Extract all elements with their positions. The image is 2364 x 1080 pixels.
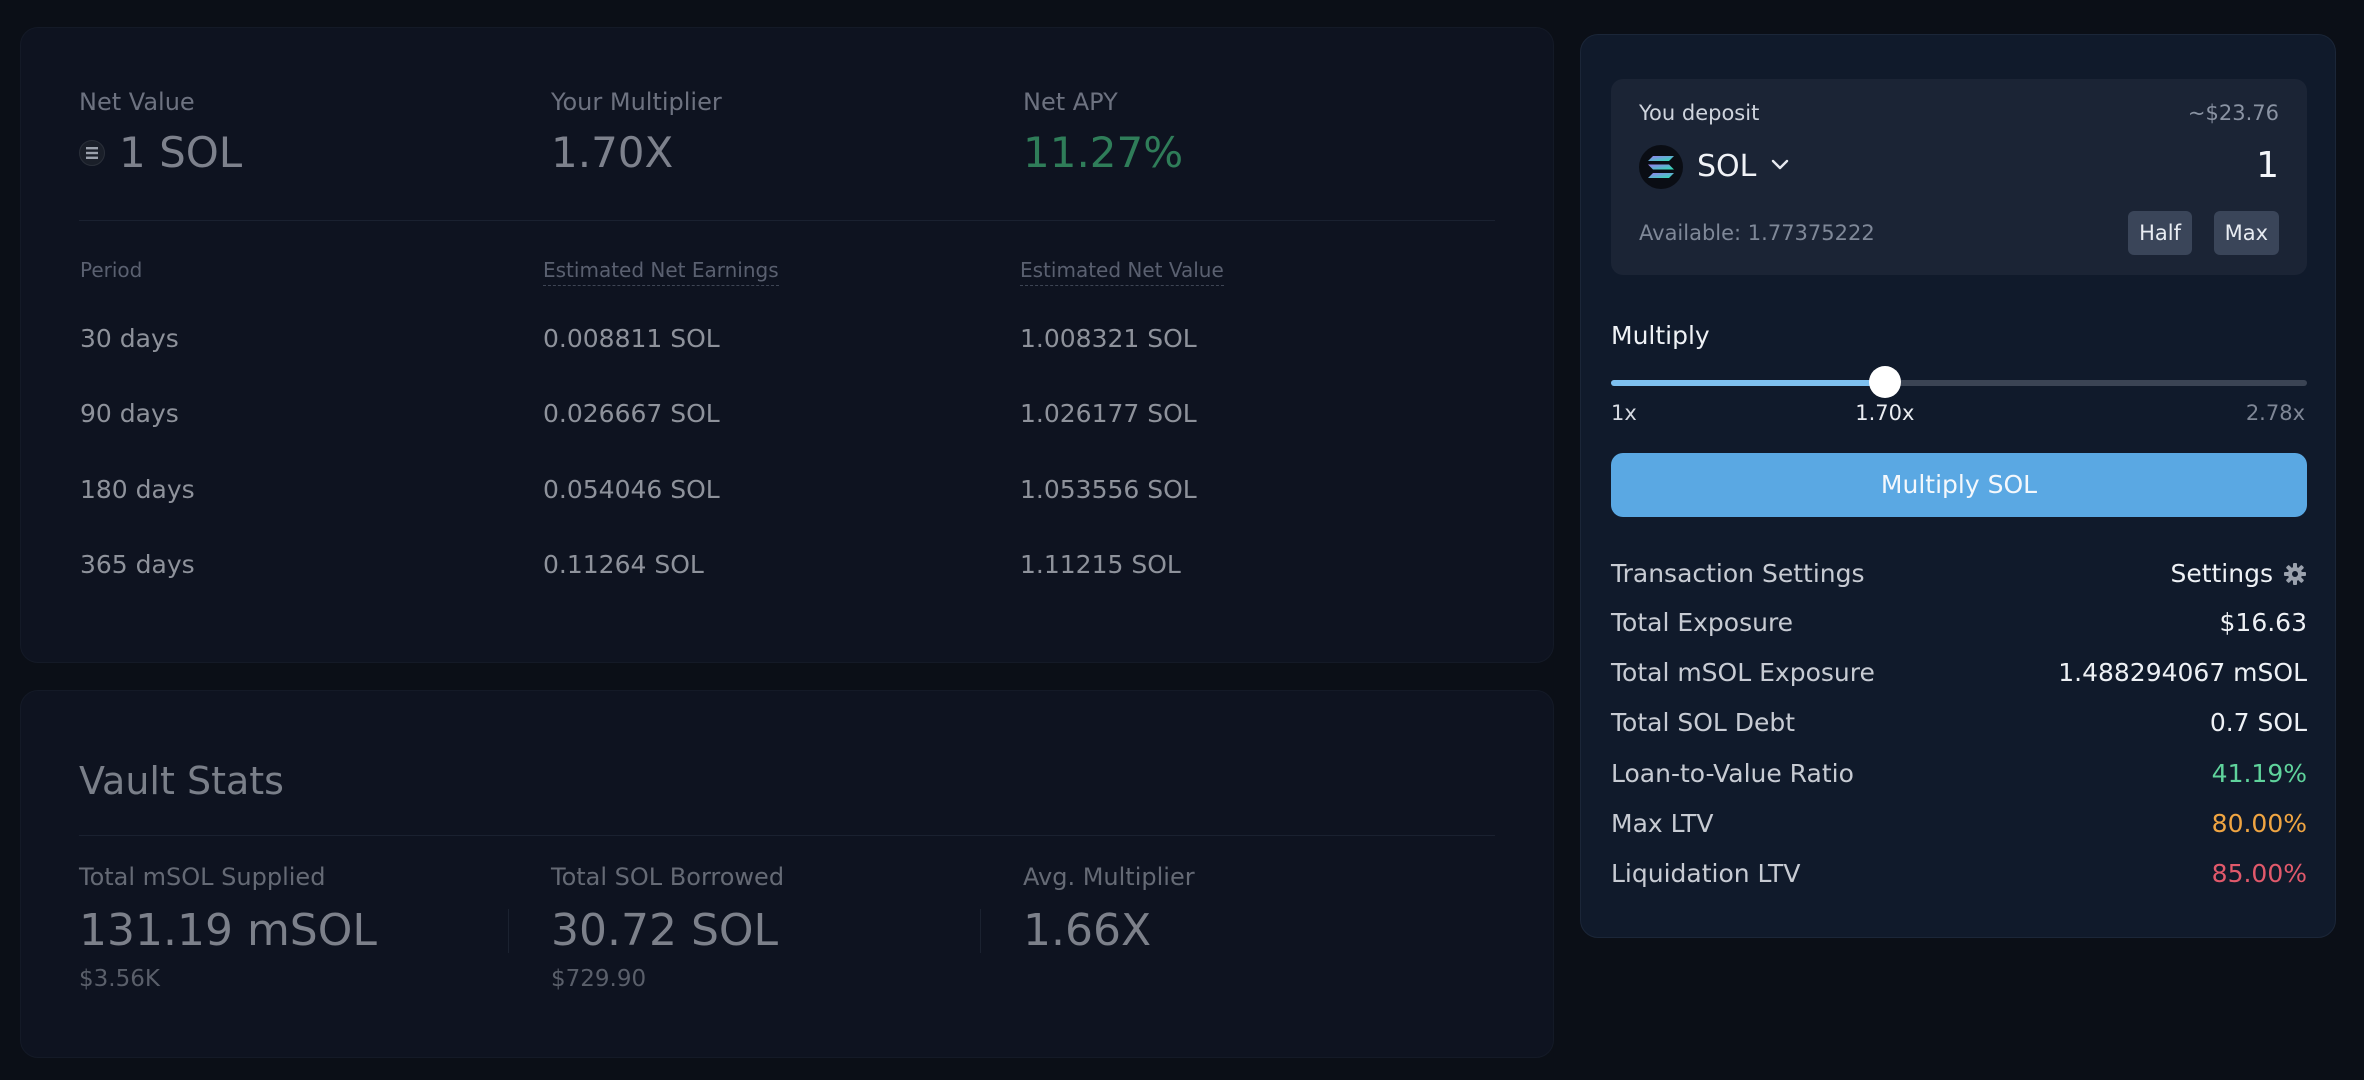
stat-value: 131.19 mSOL <box>79 905 377 956</box>
detail-value: $16.63 <box>2219 608 2307 637</box>
period-cell: 180 days <box>80 475 195 504</box>
detail-value: 1.488294067 mSOL <box>2058 658 2307 687</box>
loan-to-value-row: Loan-to-Value Ratio 41.19% <box>1611 759 2307 795</box>
multiplier-stat: Your Multiplier 1.70X <box>551 88 722 177</box>
liquidation-ltv-row: Liquidation LTV 85.00% <box>1611 859 2307 895</box>
vault-stats-title: Vault Stats <box>79 759 284 803</box>
multiply-panel: You deposit ~$23.76 SOL <box>1580 34 2336 938</box>
earnings-table-header: Period Estimated Net Earnings Estimated … <box>80 258 1494 288</box>
net-apy-value: 11.27% <box>1023 128 1184 177</box>
earnings-cell: 0.054046 SOL <box>543 475 720 504</box>
detail-label: Loan-to-Value Ratio <box>1611 759 1854 788</box>
stat-usd-value: $729.90 <box>551 966 647 992</box>
total-sol-debt-row: Total SOL Debt 0.7 SOL <box>1611 708 2307 744</box>
slider-min-label: 1x <box>1611 401 1637 425</box>
net-apy-stat: Net APY 11.27% <box>1023 88 1183 177</box>
total-exposure-row: Total Exposure $16.63 <box>1611 608 2307 644</box>
earnings-cell: 0.008811 SOL <box>543 324 720 353</box>
max-ltv-row: Max LTV 80.00% <box>1611 809 2307 845</box>
transaction-settings-label: Transaction Settings <box>1611 559 1865 588</box>
gear-icon <box>2284 562 2306 585</box>
table-row: 90 days 0.026667 SOL 1.026177 SOL <box>80 399 1494 439</box>
period-cell: 365 days <box>80 550 195 579</box>
value-cell: 1.008321 SOL <box>1020 324 1197 353</box>
net-value-amount: 1 SOL <box>119 128 243 177</box>
stat-value: 1.66X <box>1023 905 1152 956</box>
multiply-label: Multiply <box>1611 321 1710 350</box>
deposit-box: You deposit ~$23.76 SOL <box>1611 79 2307 275</box>
net-value-stat: Net Value 1 SOL <box>79 88 242 177</box>
multiplier-slider-fill <box>1611 380 1885 386</box>
period-cell: 90 days <box>80 399 179 428</box>
net-apy-label: Net APY <box>1023 88 1118 116</box>
slider-max-label: 2.78x <box>2245 401 2305 425</box>
half-button[interactable]: Half <box>2128 211 2192 255</box>
vault-stats-card: Vault Stats Total mSOL Supplied 131.19 m… <box>20 690 1554 1058</box>
deposit-usd-value: ~$23.76 <box>2187 101 2279 125</box>
summary-divider <box>79 220 1495 221</box>
detail-label: Total Exposure <box>1611 608 1794 637</box>
settings-label: Settings <box>2170 559 2273 588</box>
total-sol-borrowed-stat: Total SOL Borrowed 30.72 SOL $729.90 <box>551 863 784 992</box>
table-row: 365 days 0.11264 SOL 1.11215 SOL <box>80 550 1494 590</box>
chevron-down-icon[interactable] <box>1771 159 1789 171</box>
multiplier-label: Your Multiplier <box>551 88 722 116</box>
multiply-sol-button[interactable]: Multiply SOL <box>1611 453 2307 517</box>
deposit-label: You deposit <box>1639 101 1760 125</box>
deposit-amount-input[interactable] <box>2059 145 2279 186</box>
slider-current-label: 1.70x <box>1855 401 1915 425</box>
detail-label: Max LTV <box>1611 809 1714 838</box>
net-value-label: Net Value <box>79 88 195 116</box>
detail-value: 85.00% <box>2211 859 2307 888</box>
available-balance: Available: 1.77375222 <box>1639 221 1875 245</box>
max-button[interactable]: Max <box>2213 211 2279 255</box>
stat-label: Total mSOL Supplied <box>79 863 326 891</box>
stat-separator <box>508 909 509 953</box>
token-selector[interactable]: SOL <box>1697 149 1757 184</box>
estimated-net-earnings-header[interactable]: Estimated Net Earnings <box>543 258 779 286</box>
detail-value: 0.7 SOL <box>2209 708 2307 737</box>
earnings-cell: 0.11264 SOL <box>543 550 704 579</box>
position-summary-card: Net Value 1 SOL Your Multiplier 1.70X Ne… <box>20 27 1554 663</box>
total-msol-supplied-stat: Total mSOL Supplied 131.19 mSOL $3.56K <box>79 863 377 992</box>
net-value: 1 SOL <box>79 128 242 177</box>
detail-label: Liquidation LTV <box>1611 859 1801 888</box>
avg-multiplier-stat: Avg. Multiplier 1.66X <box>1023 863 1195 956</box>
detail-value: 80.00% <box>2211 809 2307 838</box>
period-header: Period <box>80 258 143 282</box>
stat-label: Avg. Multiplier <box>1023 863 1195 891</box>
table-row: 180 days 0.054046 SOL 1.053556 SOL <box>80 475 1494 515</box>
value-cell: 1.11215 SOL <box>1020 550 1181 579</box>
multiplier-slider-track[interactable] <box>1611 380 2307 386</box>
sol-token-icon <box>79 139 105 166</box>
vault-divider <box>79 835 1495 836</box>
estimated-net-value-header[interactable]: Estimated Net Value <box>1020 258 1224 286</box>
detail-label: Total SOL Debt <box>1611 708 1796 737</box>
multiplier-slider-thumb[interactable] <box>1868 366 1901 398</box>
multiplier-value: 1.70X <box>551 128 674 177</box>
value-cell: 1.053556 SOL <box>1020 475 1197 504</box>
detail-value: 41.19% <box>2211 759 2307 788</box>
detail-label: Total mSOL Exposure <box>1611 658 1875 687</box>
settings-button[interactable]: Settings <box>2170 559 2307 588</box>
transaction-settings-row: Transaction Settings Settings <box>1611 559 2307 595</box>
earnings-cell: 0.026667 SOL <box>543 399 720 428</box>
solana-icon[interactable] <box>1639 145 1683 189</box>
stat-separator <box>980 909 981 953</box>
stat-label: Total SOL Borrowed <box>551 863 785 891</box>
total-msol-exposure-row: Total mSOL Exposure 1.488294067 mSOL <box>1611 658 2307 694</box>
period-cell: 30 days <box>80 324 179 353</box>
table-row: 30 days 0.008811 SOL 1.008321 SOL <box>80 324 1494 364</box>
value-cell: 1.026177 SOL <box>1020 399 1197 428</box>
stat-usd-value: $3.56K <box>79 966 160 992</box>
stat-value: 30.72 SOL <box>551 905 779 956</box>
